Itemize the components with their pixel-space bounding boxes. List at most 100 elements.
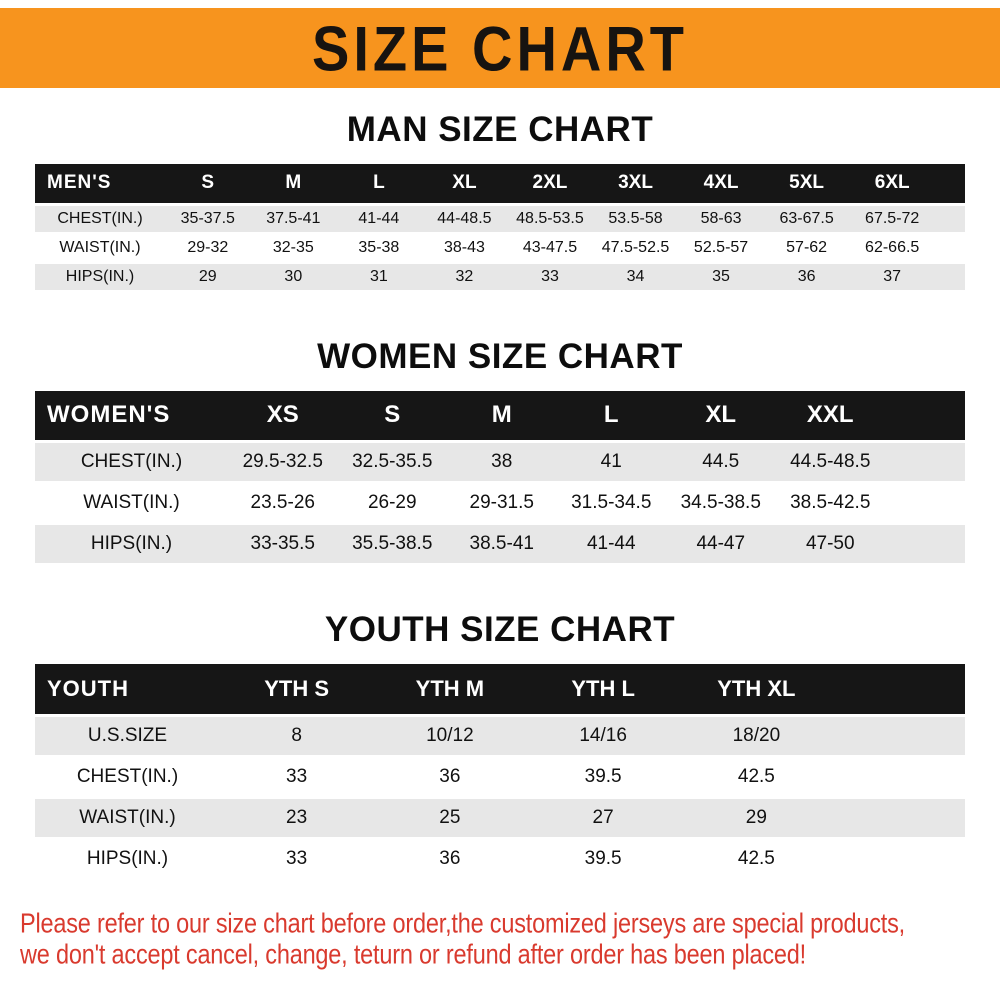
size-value-cell: 41-44	[556, 523, 666, 566]
size-value-cell: 18/20	[679, 715, 833, 758]
size-chart-page: SIZE CHART MAN SIZE CHART MEN'S S M L XL 2XL 3X…	[0, 8, 1000, 970]
size-value-cell: 32-35	[250, 233, 337, 264]
size-value-cell: 47-50	[775, 523, 885, 566]
size-value-cell: 37.5-41	[250, 204, 337, 235]
size-value-cell: 58-63	[678, 204, 764, 235]
size-value-cell: 42.5	[679, 756, 833, 799]
size-value-cell: 67.5-72	[849, 204, 935, 235]
size-value-cell: 36	[373, 756, 527, 799]
youth-table-row-hips-in: HIPS(IN.) 33 36 39.5 42.5	[35, 838, 965, 881]
size-value-cell: 29	[679, 797, 833, 840]
size-value-cell: 53.5-58	[592, 204, 679, 235]
youth-row-label-u-s-size: U.S.SIZE	[35, 715, 220, 758]
size-value-cell: 34.5-38.5	[666, 482, 776, 525]
size-value-cell: 62-66.5	[849, 233, 935, 264]
men-row-label-chest-in: CHEST(IN.)	[35, 204, 165, 235]
women-table-row-waist-in: WAIST(IN.) 23.5-26 26-29 29-31.5 31.5-34.5 34…	[35, 482, 965, 525]
sections-container: MAN SIZE CHART MEN'S S M L XL 2XL 3XL 4XL 5XL 6XL C…	[0, 110, 1000, 881]
filler-cell	[833, 664, 965, 717]
size-value-cell: 39.5	[526, 756, 680, 799]
size-value-cell: 33	[220, 756, 374, 799]
size-value-cell: 34	[592, 262, 679, 293]
size-value-cell: 29-32	[165, 233, 251, 264]
men-size-table: MEN'S S M L XL 2XL 3XL 4XL 5XL 6XL CHEST(IN.) 35-37…	[35, 164, 965, 293]
footer-line-2: we don't accept cancel, change, teturn o…	[20, 938, 806, 970]
size-value-cell: 37	[849, 262, 935, 293]
filler-cell	[833, 715, 965, 758]
men-col-header-4xl: 4XL	[678, 164, 764, 206]
size-value-cell: 48.5-53.5	[507, 204, 593, 235]
women-size-section: WOMEN SIZE CHART WOMEN'S XS S M L XL XXL CHEST(I…	[0, 336, 1000, 566]
women-col-header-xxl: XXL	[775, 390, 885, 443]
size-value-cell: 39.5	[526, 838, 680, 881]
women-col-header-xl: XL	[666, 390, 776, 443]
filler-cell	[935, 262, 965, 293]
filler-cell	[885, 523, 965, 566]
men-table-row-waist-in: WAIST(IN.) 29-32 32-35 35-38 38-43 43-47.5 47.…	[35, 233, 965, 264]
size-value-cell: 8	[220, 715, 374, 758]
size-value-cell: 23	[220, 797, 374, 840]
youth-row-label-waist-in: WAIST(IN.)	[35, 797, 220, 840]
youth-col-header-yth-m: YTH M	[373, 664, 527, 717]
size-value-cell: 44.5-48.5	[775, 441, 885, 484]
men-header-row: MEN'S S M L XL 2XL 3XL 4XL 5XL 6XL	[35, 164, 965, 206]
size-value-cell: 29-31.5	[447, 482, 557, 525]
women-section-heading: WOMEN SIZE CHART	[317, 336, 683, 376]
men-col-header-s: S	[165, 164, 251, 206]
size-value-cell: 44-48.5	[421, 204, 508, 235]
youth-row-label-chest-in: CHEST(IN.)	[35, 756, 220, 799]
size-value-cell: 10/12	[373, 715, 527, 758]
size-value-cell: 27	[526, 797, 680, 840]
size-value-cell: 31.5-34.5	[556, 482, 666, 525]
filler-cell	[885, 441, 965, 484]
size-value-cell: 38-43	[421, 233, 508, 264]
size-value-cell: 32	[421, 262, 508, 293]
youth-section-heading: YOUTH SIZE CHART	[324, 610, 676, 649]
size-value-cell: 35-38	[336, 233, 422, 264]
men-row-label-waist-in: WAIST(IN.)	[35, 233, 165, 264]
size-value-cell: 35.5-38.5	[337, 523, 447, 566]
size-value-cell: 43-47.5	[507, 233, 593, 264]
youth-table-row-u-s-size: U.S.SIZE 8 10/12 14/16 18/20	[35, 715, 965, 758]
filler-cell	[833, 756, 965, 799]
size-value-cell: 42.5	[679, 838, 833, 881]
women-col-header-s: S	[337, 390, 447, 443]
size-value-cell: 36	[373, 838, 527, 881]
women-row-label-chest-in: CHEST(IN.)	[35, 441, 228, 484]
size-value-cell: 23.5-26	[228, 482, 338, 525]
youth-row-label-hips-in: HIPS(IN.)	[35, 838, 220, 881]
size-value-cell: 29	[165, 262, 251, 293]
youth-table-row-chest-in: CHEST(IN.) 33 36 39.5 42.5	[35, 756, 965, 799]
women-header-row: WOMEN'S XS S M L XL XXL	[35, 390, 965, 443]
size-value-cell: 26-29	[337, 482, 447, 525]
youth-col-header-yth-s: YTH S	[220, 664, 374, 717]
women-table-row-hips-in: HIPS(IN.) 33-35.5 35.5-38.5 38.5-41 41-44 44-…	[35, 523, 965, 566]
men-col-header-2xl: 2XL	[507, 164, 593, 206]
size-value-cell: 32.5-35.5	[337, 441, 447, 484]
size-value-cell: 63-67.5	[763, 204, 850, 235]
women-size-table: WOMEN'S XS S M L XL XXL CHEST(IN.) 29.5-32.5 32.5…	[35, 390, 965, 566]
youth-table-row-waist-in: WAIST(IN.) 23 25 27 29	[35, 797, 965, 840]
men-col-header-m: M	[250, 164, 337, 206]
size-value-cell: 38.5-42.5	[775, 482, 885, 525]
filler-cell	[833, 838, 965, 881]
men-col-header-xl: XL	[421, 164, 508, 206]
women-row-label-waist-in: WAIST(IN.)	[35, 482, 228, 525]
size-value-cell: 31	[336, 262, 422, 293]
men-group-label: MEN'S	[35, 164, 165, 206]
women-row-label-hips-in: HIPS(IN.)	[35, 523, 228, 566]
size-value-cell: 52.5-57	[678, 233, 764, 264]
page-title: SIZE CHART	[312, 12, 688, 84]
filler-cell	[935, 204, 965, 235]
size-value-cell: 14/16	[526, 715, 680, 758]
men-table-row-chest-in: CHEST(IN.) 35-37.5 37.5-41 41-44 44-48.5 48.5…	[35, 204, 965, 235]
men-table-row-hips-in: HIPS(IN.) 29 30 31 32 33 34 35 36 37	[35, 262, 965, 293]
youth-col-header-yth-l: YTH L	[526, 664, 680, 717]
size-value-cell: 33	[507, 262, 593, 293]
filler-cell	[885, 390, 965, 443]
men-size-section: MAN SIZE CHART MEN'S S M L XL 2XL 3XL 4XL 5XL 6XL C…	[0, 110, 1000, 293]
size-value-cell: 36	[763, 262, 850, 293]
youth-col-header-yth-xl: YTH XL	[679, 664, 833, 717]
filler-cell	[885, 482, 965, 525]
women-group-label: WOMEN'S	[35, 390, 228, 443]
